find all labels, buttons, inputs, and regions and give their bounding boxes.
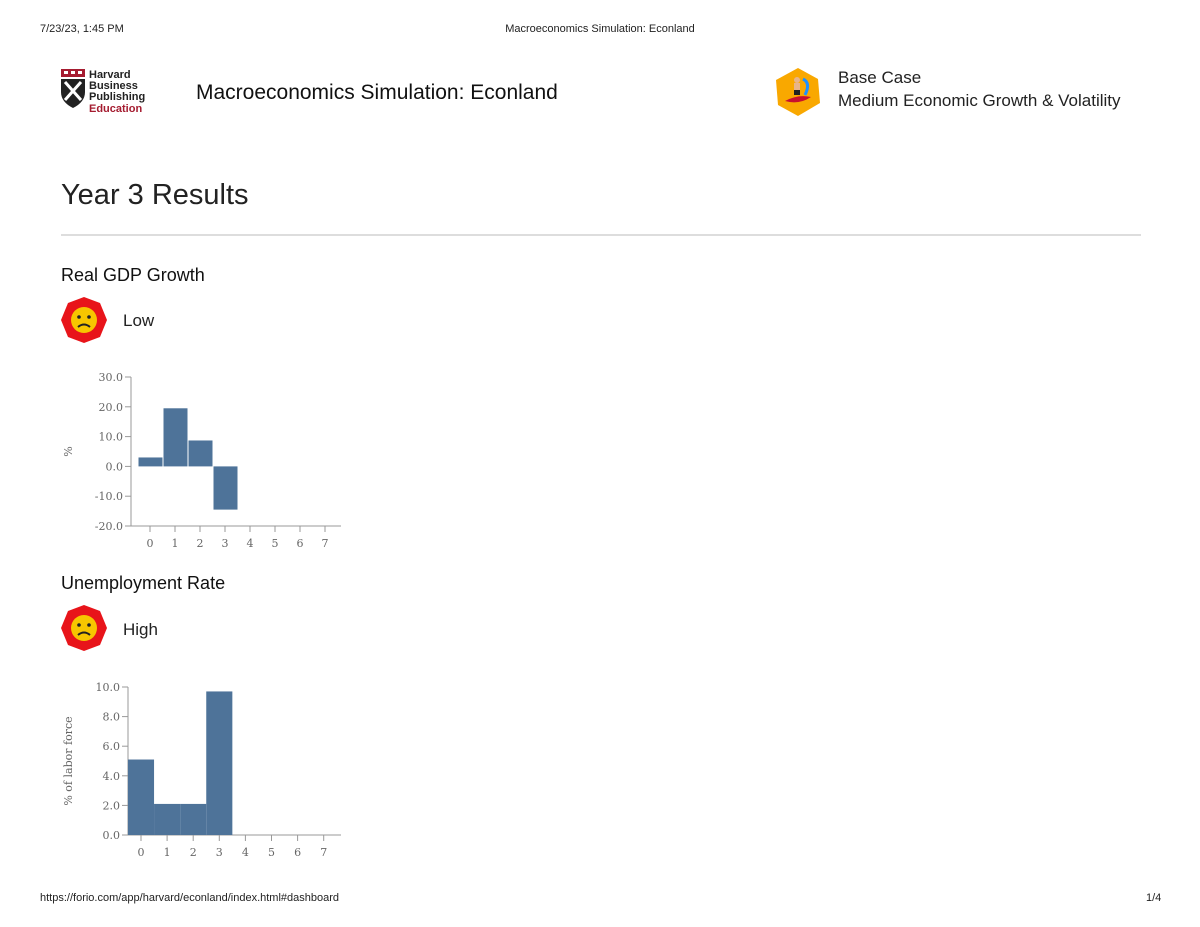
- bar: [163, 408, 188, 467]
- x-tick-label: 6: [297, 537, 304, 550]
- bar: [138, 457, 163, 467]
- y-tick-label: 8.0: [103, 711, 121, 724]
- rating-gdp: Low: [123, 311, 155, 330]
- x-tick-label: 1: [164, 846, 171, 859]
- scenario-name: Base Case: [838, 68, 922, 87]
- shield-logo-icon: Harvard Business Publishing Education: [61, 69, 145, 115]
- y-tick-label: 0.0: [103, 829, 121, 842]
- x-tick-label: 6: [294, 846, 301, 859]
- y-tick-label: 10.0: [99, 431, 124, 444]
- x-tick-label: 5: [268, 846, 275, 859]
- x-tick-label: 0: [147, 537, 154, 550]
- section-title-gdp: Real GDP Growth: [61, 265, 205, 285]
- bar: [206, 691, 233, 835]
- unemployment-chart: 10.0 8.0 6.0 4.0 2.0 0.0 % of labor force 0 1 2 3 4…: [62, 681, 341, 859]
- print-page-title: Macroeconomics Simulation: Econland: [505, 23, 695, 35]
- y-tick-label: 10.0: [96, 681, 121, 694]
- x-tick-label: 2: [190, 846, 197, 859]
- y-tick-label: 0.0: [106, 460, 124, 473]
- bar: [180, 803, 207, 835]
- page-heading: Year 3 Results: [61, 179, 249, 211]
- sad-face-icon: [60, 296, 108, 349]
- x-tick-label: 3: [222, 537, 229, 550]
- y-tick-label: -20.0: [95, 520, 123, 533]
- section-title-unemployment: Unemployment Rate: [61, 573, 226, 593]
- bar: [127, 759, 155, 835]
- y-tick-label: 4.0: [103, 770, 121, 783]
- y-tick-label: 30.0: [99, 371, 124, 384]
- y-tick-label: 2.0: [103, 799, 121, 812]
- y-tick-label: 20.0: [99, 401, 124, 414]
- scenario-description: Medium Economic Growth & Volatility: [838, 91, 1121, 110]
- x-tick-label: 0: [138, 846, 145, 859]
- x-tick-label: 7: [322, 537, 329, 550]
- gdp-growth-chart: 30.0 20.0 10.0 0.0 -10.0 -20.0% 0 1 2 3 4 5 6 7: [62, 371, 341, 550]
- x-tick-label: 4: [242, 846, 249, 859]
- y-tick-label: -10.0: [95, 490, 123, 503]
- y-axis-label: % of labor force: [62, 716, 75, 805]
- x-tick-label: 5: [272, 537, 279, 550]
- print-url: https://forio.com/app/harvard/econland/i…: [40, 892, 340, 904]
- x-tick-label: 2: [197, 537, 204, 550]
- app-title: Macroeconomics Simulation: Econland: [196, 81, 558, 104]
- y-axis-label: %: [62, 446, 75, 456]
- bar: [213, 466, 238, 510]
- y-tick-label: 6.0: [103, 740, 121, 753]
- hbp-logo: Harvard Business Publishing Education: [61, 68, 161, 116]
- rating-unemployment: High: [123, 620, 158, 639]
- bar: [188, 440, 213, 467]
- surfer-badge-icon: [773, 67, 823, 122]
- svg-text:Education: Education: [89, 103, 142, 115]
- divider: [61, 234, 1141, 236]
- bar: [154, 803, 181, 835]
- svg-text:Harvard: Harvard: [89, 69, 131, 81]
- x-tick-label: 7: [320, 846, 327, 859]
- sad-face-icon: [60, 604, 108, 657]
- svg-text:Publishing: Publishing: [89, 91, 145, 103]
- x-tick-label: 1: [172, 537, 179, 550]
- print-page-number: 1/4: [1146, 892, 1162, 904]
- x-tick-label: 3: [216, 846, 223, 859]
- x-tick-label: 4: [247, 537, 254, 550]
- svg-text:Business: Business: [89, 80, 138, 92]
- print-datetime: 7/23/23, 1:45 PM: [40, 23, 124, 35]
